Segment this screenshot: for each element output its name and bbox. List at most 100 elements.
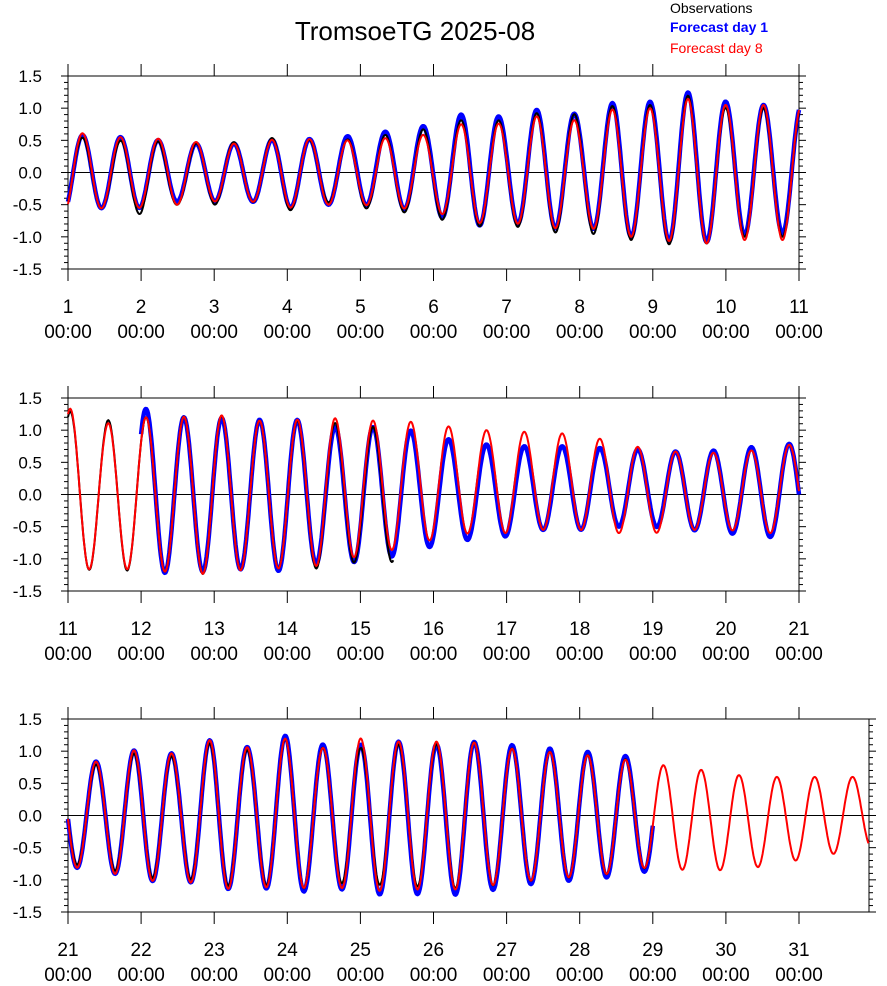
y-tick-label: -0.5	[13, 196, 42, 215]
x-tick-label-time: 00:00	[556, 322, 604, 343]
x-tick-label-time: 00:00	[410, 644, 458, 665]
x-tick-label-time: 00:00	[629, 644, 677, 665]
x-tick-label-time: 00:00	[629, 322, 677, 343]
x-tick-label-time: 00:00	[775, 322, 823, 343]
x-tick-label-time: 00:00	[556, 644, 604, 665]
x-tick-label-day: 11	[58, 619, 78, 640]
x-tick-label-day: 12	[131, 619, 152, 640]
series-line-forecast-day-1	[65, 90, 802, 245]
panel-1: 1.5 1.0 0.5 0.0 -0.5 -1.0 -1.5 1 00:00 2 00:00 3 00:…	[13, 64, 823, 343]
x-tick-label-time: 00:00	[44, 965, 92, 986]
chart-title: TromsoeTG 2025-08	[294, 16, 536, 46]
y-tick-label: -1.5	[13, 582, 42, 601]
series-line-forecast-day-8	[67, 407, 800, 575]
legend-observations: Observations	[670, 0, 753, 16]
x-tick-label-day: 5	[355, 297, 366, 318]
x-tick-label-day: 10	[715, 297, 736, 318]
x-tick-label-day: 19	[642, 619, 663, 640]
x-tick-label-time: 00:00	[117, 322, 165, 343]
y-tick-label: 0.0	[18, 486, 42, 505]
x-tick-label-time: 00:00	[702, 322, 750, 343]
x-tick-label-day: 21	[57, 940, 78, 961]
y-tick-label: 1.5	[18, 67, 42, 86]
y-tick-label: 1.0	[18, 99, 42, 118]
legend-forecast-day-8: Forecast day 8	[670, 40, 763, 56]
y-tick-label: 0.5	[18, 453, 42, 472]
x-tick-label-day: 16	[423, 619, 444, 640]
x-tick-label-day: 30	[715, 940, 736, 961]
x-tick-label-time: 00:00	[775, 965, 823, 986]
x-tick-label-time: 00:00	[190, 965, 238, 986]
x-tick-label-time: 00:00	[190, 644, 238, 665]
x-tick-label-time: 00:00	[117, 965, 165, 986]
y-tick-label: 0.5	[18, 774, 42, 793]
y-tick-label: 0.0	[18, 807, 42, 826]
x-tick-label-time: 00:00	[775, 644, 823, 665]
x-tick-label-time: 00:00	[44, 644, 92, 665]
y-tick-label: -1.0	[13, 871, 42, 890]
x-tick-label-time: 00:00	[117, 644, 165, 665]
y-tick-label: -1.5	[13, 903, 42, 922]
x-tick-label-day: 24	[277, 940, 299, 961]
y-tick-label: -1.0	[13, 228, 42, 247]
x-tick-label-day: 26	[423, 940, 444, 961]
x-tick-label-day: 25	[350, 940, 371, 961]
panel-3: 1.5 1.0 0.5 0.0 -0.5 -1.0 -1.5 21 00:00 22 00:00 23…	[13, 707, 876, 986]
x-tick-label-day: 8	[574, 297, 585, 318]
series-line-forecast-day-1	[138, 406, 802, 576]
x-tick-label-day: 23	[204, 940, 225, 961]
y-tick-label: -1.5	[13, 260, 42, 279]
x-tick-label-time: 00:00	[483, 644, 531, 665]
x-tick-label-day: 18	[569, 619, 590, 640]
y-tick-label: -0.5	[13, 518, 42, 537]
x-tick-label-time: 00:00	[264, 965, 312, 986]
x-tick-label-day: 11	[789, 297, 809, 318]
x-tick-label-time: 00:00	[410, 322, 458, 343]
x-tick-label-time: 00:00	[556, 965, 604, 986]
x-tick-label-day: 9	[648, 297, 659, 318]
x-tick-label-time: 00:00	[337, 644, 385, 665]
x-tick-label-time: 00:00	[264, 322, 312, 343]
x-tick-label-day: 1	[63, 297, 74, 318]
y-tick-label: 1.0	[18, 421, 42, 440]
x-tick-label-day: 28	[569, 940, 590, 961]
x-tick-label-day: 2	[136, 297, 147, 318]
y-tick-label: -0.5	[13, 839, 42, 858]
x-tick-label-day: 22	[131, 940, 152, 961]
x-tick-label-time: 00:00	[702, 644, 750, 665]
x-tick-label-day: 17	[496, 619, 517, 640]
x-tick-label-day: 6	[428, 297, 439, 318]
series-line-forecast-day-8	[67, 97, 800, 245]
x-tick-label-time: 00:00	[190, 322, 238, 343]
y-tick-label: 1.0	[18, 742, 42, 761]
x-tick-label-time: 00:00	[44, 322, 92, 343]
x-tick-label-time: 00:00	[337, 322, 385, 343]
x-tick-label-day: 4	[282, 297, 293, 318]
x-tick-label-time: 00:00	[337, 965, 385, 986]
x-tick-label-day: 14	[277, 619, 299, 640]
x-tick-label-day: 7	[501, 297, 512, 318]
x-tick-label-day: 20	[715, 619, 736, 640]
x-tick-label-time: 00:00	[702, 965, 750, 986]
y-tick-label: 1.5	[18, 710, 42, 729]
x-tick-label-time: 00:00	[483, 322, 531, 343]
x-tick-label-time: 00:00	[629, 965, 677, 986]
y-tick-label: -1.0	[13, 550, 42, 569]
y-tick-label: 0.0	[18, 164, 42, 183]
legend-forecast-day-1: Forecast day 1	[670, 19, 769, 35]
series-line-forecast-day-8	[67, 737, 870, 892]
x-tick-label-day: 13	[204, 619, 225, 640]
x-tick-label-day: 31	[788, 940, 809, 961]
x-tick-label-time: 00:00	[410, 965, 458, 986]
panel-2: 1.5 1.0 0.5 0.0 -0.5 -1.0 -1.5 11 00:00 12 00:00 13…	[13, 386, 823, 665]
x-tick-label-day: 3	[209, 297, 220, 318]
y-tick-label: 1.5	[18, 389, 42, 408]
x-tick-label-time: 00:00	[264, 644, 312, 665]
x-tick-label-day: 29	[642, 940, 663, 961]
x-tick-label-day: 15	[350, 619, 371, 640]
y-tick-label: 0.5	[18, 131, 42, 150]
x-tick-label-day: 27	[496, 940, 517, 961]
x-tick-label-time: 00:00	[483, 965, 531, 986]
x-tick-label-day: 21	[788, 619, 809, 640]
